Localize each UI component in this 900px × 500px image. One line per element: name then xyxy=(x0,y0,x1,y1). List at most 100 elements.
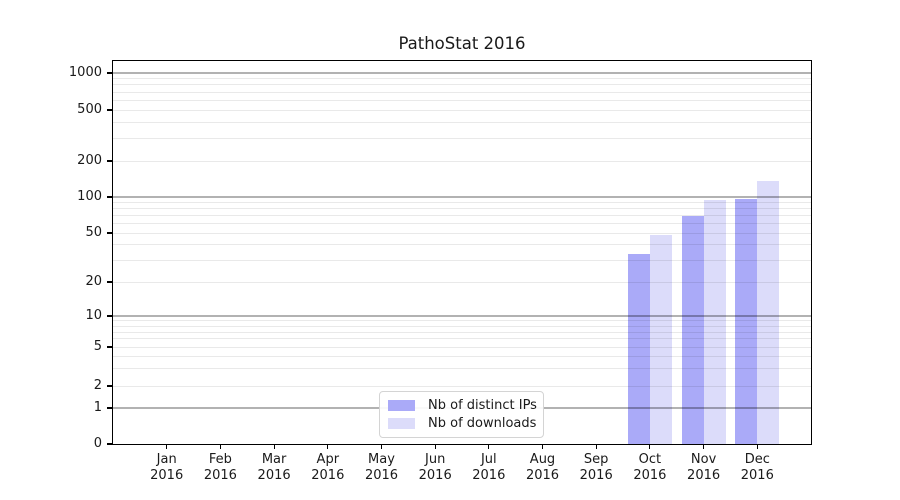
x-tick-mark xyxy=(219,444,221,449)
minor-gridline xyxy=(113,78,811,80)
x-tick-year: 2016 xyxy=(311,468,345,483)
x-axis-tick-label: Nov 2016 xyxy=(669,452,739,484)
major-gridline xyxy=(113,72,811,74)
x-tick-year: 2016 xyxy=(579,468,613,483)
bar-downloads-nov xyxy=(703,200,726,444)
y-axis-tick-label: 5 xyxy=(93,339,102,354)
y-tick-mark xyxy=(107,346,112,348)
x-tick-year: 2016 xyxy=(418,468,452,483)
x-tick-year: 2016 xyxy=(364,468,399,483)
minor-gridline xyxy=(113,91,811,93)
y-axis-tick-label: 2 xyxy=(93,378,102,393)
minor-gridline xyxy=(113,232,811,234)
minor-gridline xyxy=(113,320,811,322)
y-tick-mark xyxy=(107,385,112,387)
y-tick-mark xyxy=(107,315,112,317)
minor-gridline xyxy=(113,356,811,357)
x-tick-month: May xyxy=(368,452,395,467)
x-tick-mark xyxy=(703,444,705,449)
minor-gridline xyxy=(113,215,811,216)
x-axis-tick-label: Aug 2016 xyxy=(508,452,578,484)
x-tick-mark xyxy=(541,444,544,449)
y-axis-tick-label: 0 xyxy=(93,436,102,451)
x-tick-month: Nov xyxy=(690,452,717,467)
x-axis-tick-label: Feb 2016 xyxy=(185,452,255,484)
x-tick-mark xyxy=(273,444,275,449)
y-axis-tick-label: 100 xyxy=(77,189,102,204)
y-axis-tick-label: 500 xyxy=(77,102,102,117)
bar-distinct-ips-nov xyxy=(681,215,704,444)
x-tick-month: Jul xyxy=(480,452,497,467)
minor-gridline xyxy=(113,331,811,333)
x-tick-month: Oct xyxy=(638,452,662,467)
x-tick-mark xyxy=(166,444,168,449)
minor-gridline xyxy=(113,368,811,370)
x-tick-month: Apr xyxy=(316,452,340,467)
x-axis-tick-label: Jan 2016 xyxy=(132,452,202,484)
x-tick-year: 2016 xyxy=(525,468,560,483)
legend: Nb of distinct IPs Nb of downloads xyxy=(379,391,544,438)
y-axis-tick-label: 1000 xyxy=(68,65,102,80)
x-tick-month: Aug xyxy=(529,452,556,467)
x-tick-month: Feb xyxy=(208,452,232,467)
minor-gridline xyxy=(113,281,811,283)
legend-label: Nb of downloads xyxy=(428,416,537,432)
y-tick-mark xyxy=(107,160,112,162)
x-tick-mark xyxy=(327,444,329,449)
y-axis-tick-label: 10 xyxy=(85,308,102,323)
y-tick-mark xyxy=(107,281,112,283)
x-tick-year: 2016 xyxy=(203,468,237,483)
x-tick-mark xyxy=(380,444,383,449)
x-axis-tick-label: Jul 2016 xyxy=(454,452,524,484)
x-tick-month: Jun xyxy=(425,452,446,467)
y-tick-mark xyxy=(107,443,112,445)
x-tick-mark xyxy=(649,444,651,449)
x-tick-month: Dec xyxy=(744,452,770,467)
legend-swatch-downloads xyxy=(388,418,415,430)
x-tick-year: 2016 xyxy=(472,468,506,483)
minor-gridline xyxy=(113,208,811,210)
y-tick-mark xyxy=(107,109,112,111)
minor-gridline xyxy=(113,325,811,327)
bar-distinct-ips-dec xyxy=(735,198,758,444)
y-tick-mark xyxy=(107,72,112,74)
y-tick-mark xyxy=(107,232,112,234)
x-axis-tick-label: Apr 2016 xyxy=(293,452,363,484)
x-axis-tick-label: Jun 2016 xyxy=(400,452,470,484)
minor-gridline xyxy=(113,346,811,348)
legend-swatch-distinct-ips xyxy=(388,399,415,411)
y-tick-mark xyxy=(107,196,112,198)
minor-gridline xyxy=(113,109,811,111)
minor-gridline xyxy=(113,259,811,261)
major-gridline xyxy=(113,196,811,198)
x-tick-month: Jan xyxy=(156,452,177,467)
bar-downloads-oct xyxy=(649,235,672,444)
y-axis-tick-label: 50 xyxy=(85,225,102,240)
plot-frame xyxy=(112,60,812,445)
minor-gridline xyxy=(113,137,811,139)
x-tick-mark xyxy=(488,444,490,449)
legend-label: Nb of distinct IPs xyxy=(428,397,537,413)
x-tick-year: 2016 xyxy=(740,468,774,483)
x-tick-year: 2016 xyxy=(633,468,667,483)
minor-gridline xyxy=(113,99,811,101)
bar-distinct-ips-oct xyxy=(627,253,650,444)
y-axis-tick-label: 200 xyxy=(77,153,102,168)
minor-gridline xyxy=(113,385,811,387)
x-tick-year: 2016 xyxy=(150,468,184,483)
chart-title: PathoStat 2016 xyxy=(398,34,526,53)
x-tick-mark xyxy=(756,444,758,449)
major-gridline xyxy=(113,315,811,317)
minor-gridline xyxy=(113,84,811,86)
minor-gridline xyxy=(113,338,811,340)
x-axis-tick-label: Mar 2016 xyxy=(239,452,309,484)
y-tick-mark xyxy=(107,407,112,409)
x-tick-mark xyxy=(595,444,597,449)
plot-area xyxy=(113,61,811,444)
minor-gridline xyxy=(113,121,811,123)
minor-gridline xyxy=(113,160,811,162)
x-tick-year: 2016 xyxy=(687,468,721,483)
legend-item: Nb of distinct IPs xyxy=(388,397,537,413)
x-tick-year: 2016 xyxy=(257,468,291,483)
